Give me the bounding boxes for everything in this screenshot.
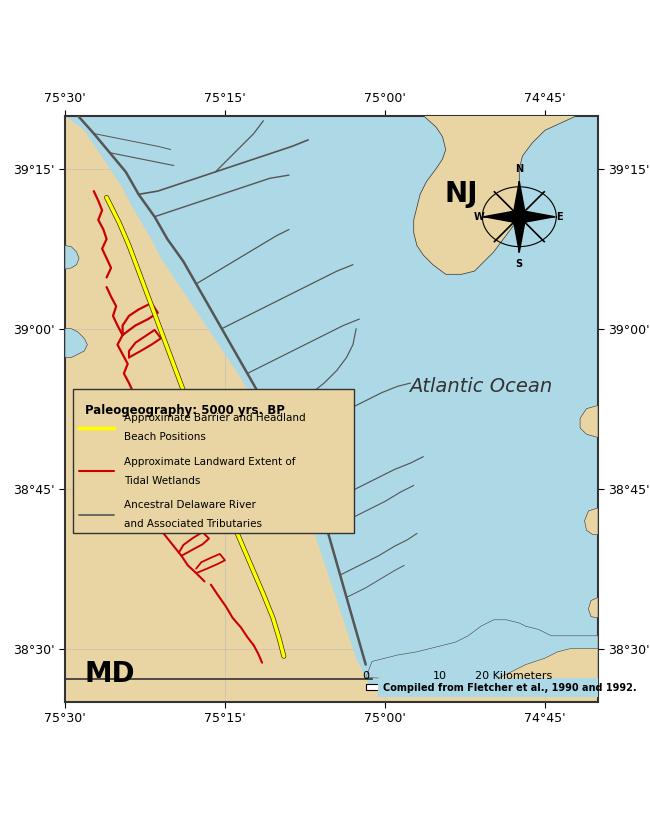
- Polygon shape: [65, 116, 598, 691]
- Text: S: S: [515, 259, 523, 269]
- Text: and Associated Tributaries: and Associated Tributaries: [124, 520, 262, 530]
- Polygon shape: [413, 116, 598, 274]
- Text: Approximate Barrier and Headland: Approximate Barrier and Headland: [124, 414, 306, 424]
- Polygon shape: [484, 211, 519, 222]
- Text: MD: MD: [84, 661, 135, 688]
- Text: Tidal Wetlands: Tidal Wetlands: [124, 476, 200, 486]
- Polygon shape: [519, 211, 554, 222]
- Text: NJ: NJ: [445, 180, 478, 208]
- Polygon shape: [366, 620, 598, 691]
- Polygon shape: [514, 217, 525, 252]
- Text: 10: 10: [433, 671, 447, 681]
- Text: N: N: [515, 164, 523, 174]
- Polygon shape: [514, 182, 525, 217]
- Text: Beach Positions: Beach Positions: [124, 432, 206, 442]
- Text: 0: 0: [362, 671, 369, 681]
- Text: Approximate Landward Extent of: Approximate Landward Extent of: [124, 457, 295, 467]
- Polygon shape: [65, 245, 79, 269]
- Text: E: E: [556, 212, 563, 222]
- Text: Paleogeography: 5000 yrs. BP: Paleogeography: 5000 yrs. BP: [86, 404, 285, 417]
- Bar: [366, 684, 439, 691]
- Polygon shape: [588, 597, 598, 618]
- Polygon shape: [584, 508, 598, 535]
- Polygon shape: [462, 649, 598, 691]
- Polygon shape: [580, 405, 598, 438]
- Text: 20 Kilometers: 20 Kilometers: [474, 671, 552, 681]
- Text: DE: DE: [89, 391, 131, 420]
- Text: Compiled from Fletcher et al., 1990 and 1992.: Compiled from Fletcher et al., 1990 and …: [383, 683, 636, 693]
- Bar: [439, 684, 514, 691]
- Polygon shape: [65, 329, 87, 358]
- Text: Ancestral Delaware River: Ancestral Delaware River: [124, 500, 255, 510]
- Text: W: W: [474, 212, 484, 222]
- Text: Atlantic Ocean: Atlantic Ocean: [410, 377, 552, 396]
- FancyBboxPatch shape: [378, 678, 599, 696]
- FancyBboxPatch shape: [73, 389, 354, 534]
